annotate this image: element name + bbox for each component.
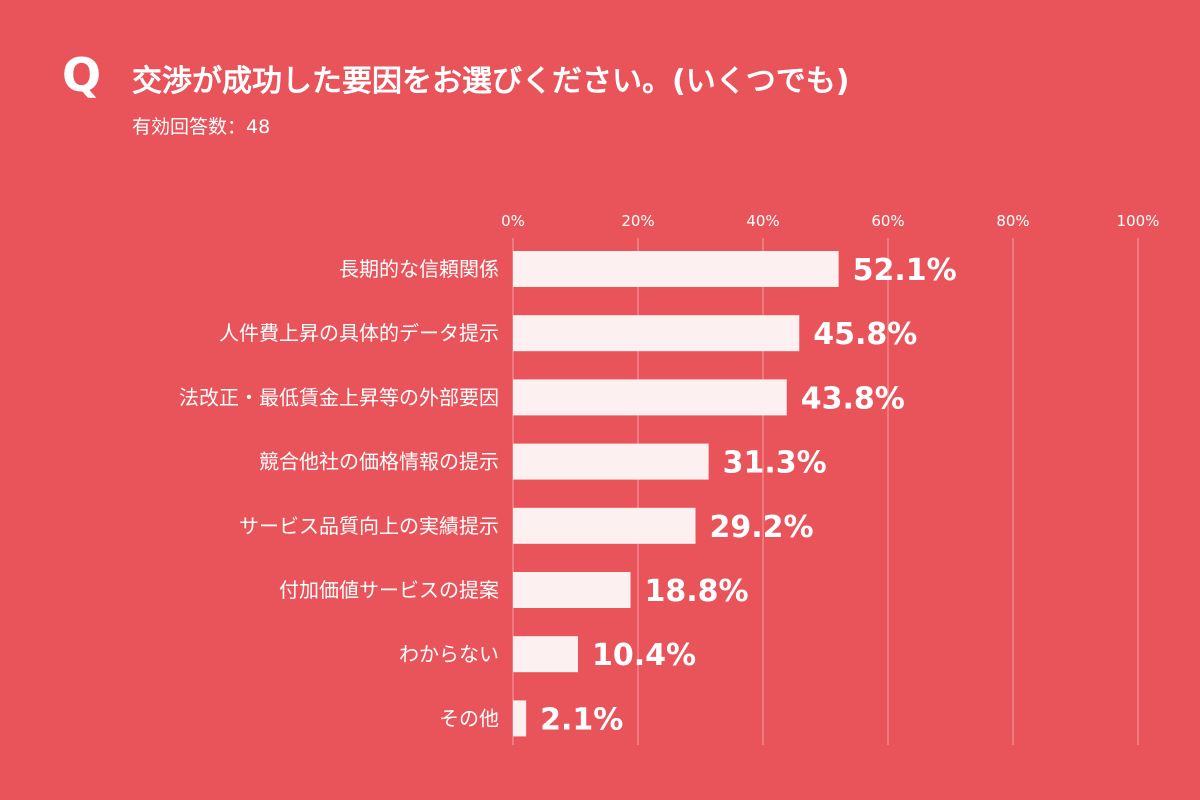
x-tick-label: 80%: [996, 212, 1029, 230]
x-tick-label: 60%: [871, 212, 904, 230]
data-label: 2.1%: [540, 702, 623, 737]
data-label: 43.8%: [801, 381, 905, 416]
bar: [513, 251, 839, 287]
category-label: 付加価値サービスの提案: [279, 578, 499, 602]
x-tick-label: 40%: [746, 212, 779, 230]
category-label: 競合他社の価格情報の提示: [259, 450, 499, 474]
category-label: サービス品質向上の実績提示: [239, 514, 499, 538]
data-label: 29.2%: [710, 510, 814, 545]
question-title: 交渉が成功した要因をお選びください。(いくつでも): [132, 64, 850, 99]
category-label: 人件費上昇の具体的データ提示: [219, 321, 499, 345]
data-label: 52.1%: [853, 253, 957, 288]
data-label: 18.8%: [645, 574, 749, 609]
response-count: 有効回答数：48: [132, 116, 271, 138]
x-tick-label: 0%: [501, 212, 525, 230]
data-label: 45.8%: [813, 317, 917, 352]
bar: [513, 315, 800, 352]
bar: [513, 443, 709, 480]
data-label: 31.3%: [723, 446, 827, 481]
category-label: わからない: [399, 642, 499, 666]
category-label: その他: [439, 706, 499, 730]
bar: [513, 379, 787, 416]
x-tick-label: 20%: [621, 212, 654, 230]
x-tick-label: 100%: [1117, 212, 1160, 230]
bar: [513, 572, 631, 608]
bar: [513, 636, 578, 673]
question-mark-label: Q: [62, 48, 102, 102]
bar: [513, 507, 696, 544]
bar: [513, 700, 527, 737]
category-label: 法改正・最低賃金上昇等の外部要因: [179, 385, 499, 409]
data-label: 10.4%: [592, 638, 696, 673]
category-label: 長期的な信頼関係: [339, 257, 499, 281]
